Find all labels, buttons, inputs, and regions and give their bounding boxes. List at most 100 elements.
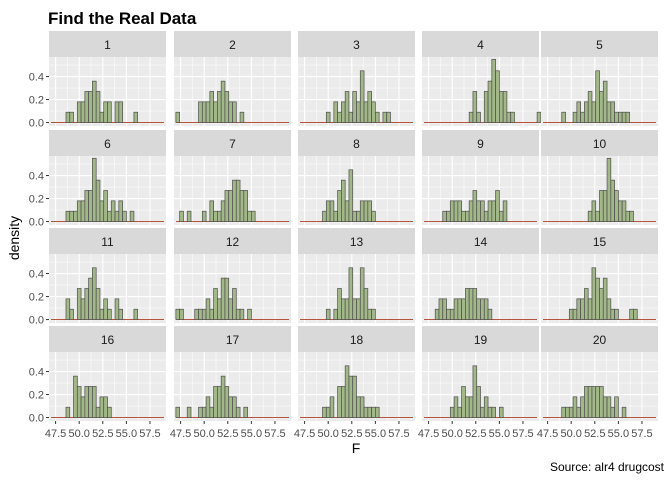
histogram-bar xyxy=(382,111,388,123)
x-tick-label: 55.0 xyxy=(608,428,629,440)
histogram-bar xyxy=(491,200,496,222)
histogram-bar xyxy=(76,386,82,418)
facet-strip-label: 3 xyxy=(353,38,360,52)
histogram-bar xyxy=(228,396,233,418)
histogram-bar xyxy=(65,298,71,320)
histogram-bar xyxy=(606,101,612,123)
histogram-bar xyxy=(587,210,593,222)
y-tick-label: 0.0 xyxy=(29,118,44,130)
facet-panel: 7 xyxy=(174,130,291,225)
x-tick-label: 55.0 xyxy=(116,428,137,440)
histogram-bar xyxy=(92,386,97,418)
facet-strip xyxy=(541,31,658,57)
histogram-bar xyxy=(333,308,338,320)
histogram-bar xyxy=(621,200,627,222)
histogram-bar xyxy=(595,277,600,320)
histogram-bar xyxy=(76,200,82,222)
histogram-bar xyxy=(213,288,218,320)
histogram-bar xyxy=(175,111,181,123)
histogram-bar xyxy=(572,396,578,418)
facet-strip-label: 6 xyxy=(104,137,111,151)
histogram-bar xyxy=(587,298,593,320)
histogram-bar xyxy=(465,288,470,320)
y-tick-label: 0.0 xyxy=(29,315,44,327)
histogram-bar xyxy=(224,190,230,222)
histogram-bar xyxy=(224,277,230,320)
facet-strip xyxy=(49,228,166,254)
histogram-bar xyxy=(599,288,604,320)
facet-strip xyxy=(49,326,166,352)
histogram-bar xyxy=(375,111,380,123)
x-tick-label: 47.5 xyxy=(170,428,191,440)
histogram-bar xyxy=(480,406,485,418)
histogram-bar xyxy=(69,111,74,123)
facet-strip-label: 2 xyxy=(229,38,236,52)
histogram-bar xyxy=(220,277,226,320)
histogram-bar xyxy=(572,111,578,123)
histogram-bar xyxy=(232,101,237,123)
histogram-bar xyxy=(99,396,105,418)
histogram-bar xyxy=(568,406,574,418)
histogram-bar xyxy=(118,200,123,222)
histogram-bar xyxy=(88,386,93,418)
y-tick-label: 0.2 xyxy=(29,390,44,402)
histogram-bar xyxy=(95,91,101,123)
x-tick-label: 57.5 xyxy=(512,428,533,440)
histogram-bar xyxy=(133,308,139,320)
histogram-bar xyxy=(476,298,481,320)
histogram-bar xyxy=(614,190,619,222)
histogram-bar xyxy=(235,308,241,320)
histogram-bar xyxy=(198,101,203,123)
facet-strip-label: 20 xyxy=(593,333,607,347)
histogram-bar xyxy=(69,210,74,222)
histogram-bar xyxy=(179,308,184,320)
x-axis-label: F xyxy=(352,440,361,456)
histogram-bar xyxy=(337,190,342,222)
histogram-bar xyxy=(606,157,612,222)
histogram-bar xyxy=(625,210,631,222)
x-tick-label: 57.5 xyxy=(388,428,409,440)
histogram-bar xyxy=(107,101,112,123)
histogram-bar xyxy=(453,396,459,418)
y-tick-label: 0.2 xyxy=(29,292,44,304)
histogram-bar xyxy=(99,308,105,320)
x-tick-label: 57.5 xyxy=(139,428,160,440)
histogram-bar xyxy=(352,210,357,222)
histogram-bar xyxy=(243,190,248,222)
histogram-bar xyxy=(201,308,207,320)
x-tick-label: 52.5 xyxy=(217,428,238,440)
histogram-bar xyxy=(359,396,365,418)
histogram-bar xyxy=(610,179,615,222)
x-tick-label: 52.5 xyxy=(92,428,113,440)
facet-panel: 20 47.5 50.0 52.5 55.0 57.5 xyxy=(537,326,658,440)
x-tick-label: 57.5 xyxy=(631,428,652,440)
facet-strip-label: 10 xyxy=(593,137,607,151)
histogram-bar xyxy=(487,200,493,222)
histogram-bar xyxy=(476,200,481,222)
facet-strip xyxy=(422,31,539,57)
histogram-bar xyxy=(618,111,623,123)
histogram-bar xyxy=(602,277,608,320)
facet-panel: 8 xyxy=(298,130,415,225)
histogram-bar xyxy=(133,111,139,123)
histogram-bar xyxy=(201,101,207,123)
x-tick-label: 55.0 xyxy=(241,428,262,440)
facet-panel: 10 xyxy=(541,130,658,225)
histogram-bar xyxy=(499,91,504,123)
histogram-bar xyxy=(344,365,350,418)
histogram-bar xyxy=(92,157,97,222)
histogram-bar xyxy=(228,190,233,222)
histogram-bar xyxy=(472,288,478,320)
histogram-bar xyxy=(568,308,574,320)
facet-strip xyxy=(49,31,166,57)
histogram-bar xyxy=(209,91,214,123)
histogram-bar xyxy=(457,200,462,222)
facet-strip xyxy=(422,228,539,254)
histogram-bar xyxy=(580,111,585,123)
histogram-bar xyxy=(348,375,354,418)
histogram-bar xyxy=(84,386,89,418)
histogram-bar xyxy=(322,210,327,222)
histogram-bar xyxy=(363,406,369,418)
histogram-bar xyxy=(213,210,218,222)
histogram-bar xyxy=(329,200,335,222)
